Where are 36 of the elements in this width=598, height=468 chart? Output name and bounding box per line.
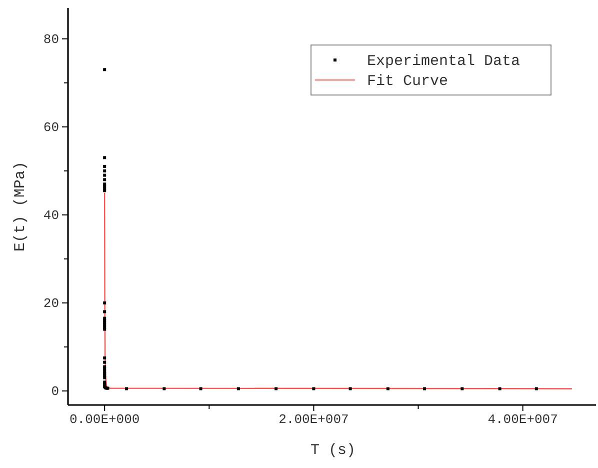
point — [103, 174, 106, 177]
point — [386, 387, 390, 390]
legend-label: Experimental Data — [367, 53, 520, 70]
legend-label: Fit Curve — [367, 73, 448, 90]
point — [199, 387, 202, 390]
point — [103, 376, 106, 380]
y-tick-label: 80 — [43, 32, 59, 47]
point — [312, 387, 316, 390]
x-tick-label: 4.00E+007 — [488, 412, 558, 428]
point — [103, 189, 106, 192]
x-tick-label: 2.00E+007 — [278, 412, 349, 428]
point — [103, 310, 106, 314]
point — [534, 387, 538, 390]
point — [348, 387, 352, 390]
x-tick-label: 0.00E+000 — [69, 412, 140, 428]
point — [103, 169, 106, 172]
point — [103, 301, 106, 304]
point — [103, 178, 106, 182]
y-tick-label: 60 — [43, 120, 59, 135]
point — [103, 164, 106, 168]
point — [236, 387, 240, 390]
point — [498, 387, 502, 390]
y-tick-label: 0 — [51, 384, 59, 400]
point — [103, 356, 106, 360]
y-tick-label: 40 — [43, 208, 59, 224]
point — [103, 68, 106, 72]
y-tick-label: 20 — [43, 296, 59, 312]
point — [274, 387, 278, 390]
point — [460, 387, 464, 390]
point — [162, 387, 166, 390]
point — [103, 360, 106, 364]
point — [125, 387, 128, 390]
x-axis-title: T (s) — [310, 442, 356, 459]
y-axis-title: E(t) (MPa) — [12, 161, 29, 252]
point — [423, 387, 426, 390]
point — [103, 156, 106, 160]
